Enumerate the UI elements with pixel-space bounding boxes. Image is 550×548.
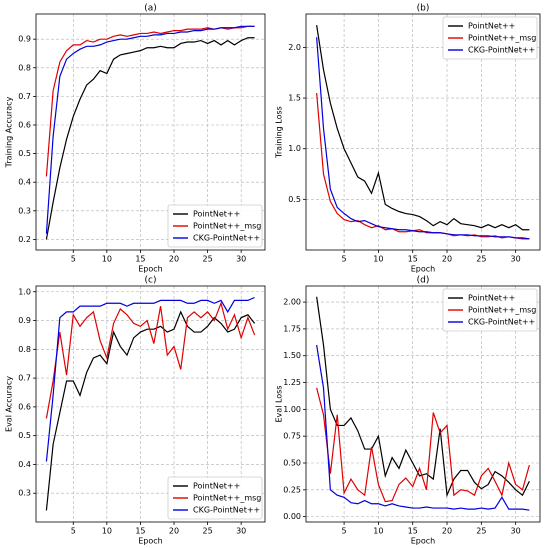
x-tick-label: 20	[442, 255, 452, 264]
y-tick-label: 1.25	[283, 378, 301, 387]
x-tick-label: 25	[476, 255, 486, 264]
y-tick-label: 0.3	[18, 489, 31, 498]
x-tick-label: 25	[202, 527, 212, 536]
series-line	[316, 37, 530, 240]
series-line	[316, 387, 530, 503]
x-tick-label: 5	[342, 527, 347, 536]
y-tick-label: 0.3	[18, 206, 31, 215]
y-tick-label: 0.2	[18, 235, 31, 244]
x-tick-label: 25	[476, 527, 486, 536]
series-line	[45, 301, 256, 419]
plot-frame	[305, 285, 541, 523]
series-line	[45, 25, 255, 177]
y-tick-label: 0.50	[283, 459, 301, 468]
series-line	[316, 25, 530, 231]
y-tick-label: 0.8	[18, 345, 31, 354]
legend-label: PointNet++	[468, 294, 515, 303]
x-tick-label: 10	[373, 527, 383, 536]
y-tick-label: 0.4	[18, 178, 31, 187]
y-tick-label: 1.0	[18, 287, 31, 296]
plot-frame	[305, 13, 541, 251]
legend-box	[442, 288, 538, 332]
y-tick-label: 2.00	[283, 298, 301, 307]
y-tick-label: 0.6	[18, 120, 31, 129]
series-line	[45, 37, 255, 240]
y-tick-label: 1.0	[288, 144, 301, 153]
legend-label: CKG-PointNet++	[468, 46, 535, 55]
x-tick-label: 15	[408, 527, 418, 536]
legend-label: CKG-PointNet++	[193, 234, 260, 243]
x-axis-label: Epoch	[138, 537, 163, 546]
x-tick-label: 5	[342, 255, 347, 264]
legend-label: PointNet++	[193, 210, 240, 219]
y-tick-label: 0.75	[283, 432, 301, 441]
y-tick-label: 0.00	[283, 512, 301, 521]
y-axis-label: Training Accuracy	[5, 96, 14, 168]
y-tick-label: 0.9	[18, 35, 31, 44]
y-tick-label: 0.5	[288, 195, 301, 204]
y-tick-label: 0.4	[18, 460, 31, 469]
x-axis-label: Epoch	[138, 265, 163, 274]
chart-title: (c)	[145, 276, 157, 286]
series-line	[45, 310, 256, 511]
legend-label: PointNet++	[193, 482, 240, 491]
legend-box	[442, 16, 538, 60]
series-line	[45, 296, 255, 462]
y-tick-label: 0.25	[283, 485, 301, 494]
x-tick-label: 30	[511, 255, 521, 264]
x-tick-label: 30	[511, 527, 521, 536]
y-tick-label: 0.5	[18, 431, 31, 440]
series-line	[316, 344, 530, 511]
x-tick-label: 30	[236, 255, 246, 264]
series-line	[45, 25, 255, 234]
y-tick-label: 1.75	[283, 324, 301, 333]
y-tick-label: 0.7	[18, 374, 31, 383]
x-tick-label: 10	[373, 255, 383, 264]
legend-label: PointNet++_msg	[468, 306, 536, 315]
y-tick-label: 0.8	[18, 63, 31, 72]
legend-label: PointNet++_msg	[193, 222, 261, 231]
y-tick-label: 0.5	[18, 149, 31, 158]
legend-label: PointNet++_msg	[193, 494, 261, 503]
y-axis-label: Eval Accuracy	[5, 376, 14, 432]
plot-frame	[35, 285, 266, 523]
plot-frame	[35, 13, 266, 251]
x-tick-label: 15	[408, 255, 418, 264]
legend-label: CKG-PointNet++	[193, 506, 260, 515]
x-tick-label: 30	[236, 527, 246, 536]
legend-box	[167, 204, 263, 248]
x-tick-label: 15	[135, 527, 145, 536]
x-tick-label: 10	[102, 255, 112, 264]
x-tick-label: 20	[442, 527, 452, 536]
y-axis-label: Eval Loss	[275, 385, 284, 422]
legend-label: PointNet++	[468, 22, 515, 31]
legend-label: PointNet++_msg	[468, 34, 536, 43]
chart-title: (b)	[417, 4, 430, 14]
y-tick-label: 0.6	[18, 402, 31, 411]
y-tick-label: 1.50	[283, 351, 301, 360]
series-line	[316, 296, 530, 498]
x-tick-label: 5	[71, 527, 76, 536]
x-tick-label: 5	[71, 255, 76, 264]
legend-label: CKG-PointNet++	[468, 318, 535, 327]
y-tick-label: 0.7	[18, 92, 31, 101]
legend-box	[167, 476, 263, 520]
x-tick-label: 20	[169, 255, 179, 264]
y-tick-label: 1.00	[283, 405, 301, 414]
x-tick-label: 10	[102, 527, 112, 536]
x-axis-label: Epoch	[411, 265, 436, 274]
x-tick-label: 25	[202, 255, 212, 264]
y-tick-label: 0.9	[18, 316, 31, 325]
chart-title: (d)	[417, 276, 430, 286]
x-axis-label: Epoch	[411, 537, 436, 546]
y-axis-label: Training Loss	[275, 106, 284, 159]
chart-title: (a)	[144, 4, 157, 14]
y-tick-label: 2.0	[288, 43, 301, 52]
y-tick-label: 1.5	[288, 94, 301, 103]
x-tick-label: 15	[135, 255, 145, 264]
x-tick-label: 20	[169, 527, 179, 536]
